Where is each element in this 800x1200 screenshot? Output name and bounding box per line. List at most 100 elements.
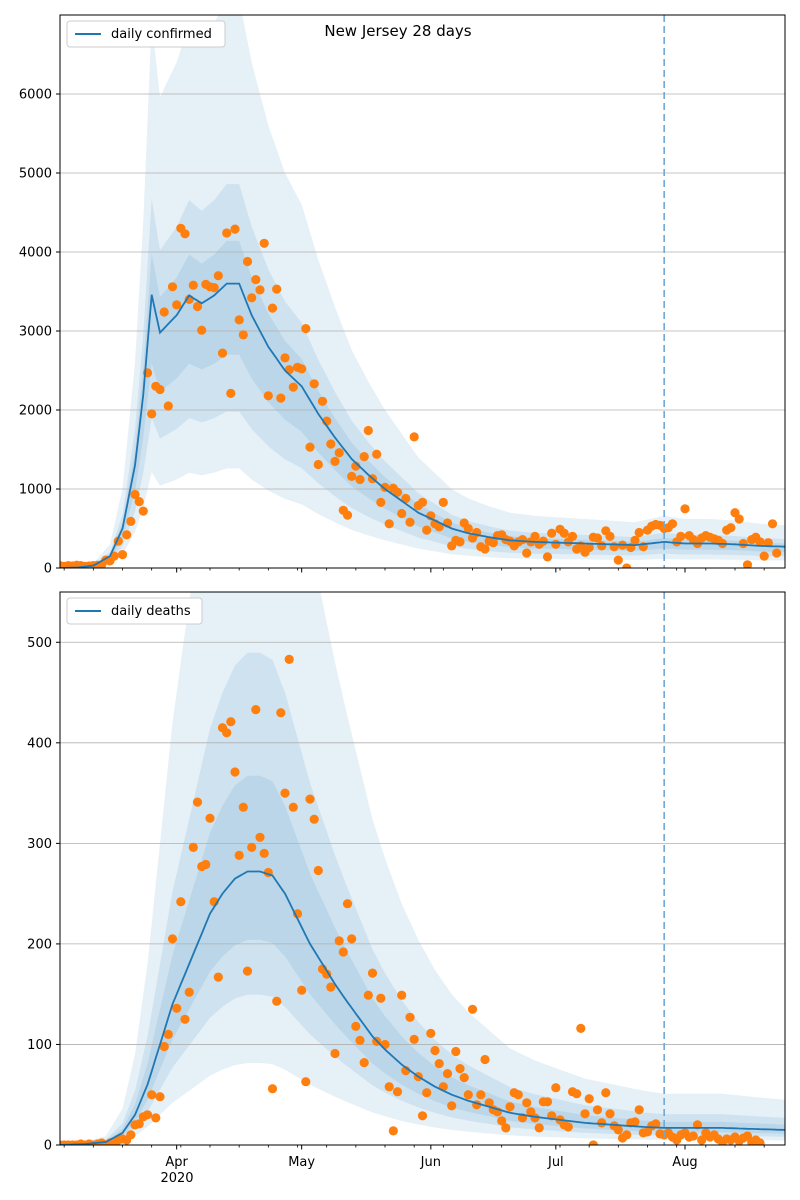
observed-point xyxy=(284,365,294,375)
y-tick-label: 300 xyxy=(27,837,52,852)
observed-point xyxy=(547,528,557,538)
y-axis: 0 1000 2000 3000 4000 5000 6000 xyxy=(19,88,60,577)
observed-point xyxy=(405,1012,415,1022)
observed-point xyxy=(251,705,261,715)
observed-point xyxy=(255,285,265,295)
observed-point xyxy=(755,537,765,547)
observed-point xyxy=(459,1073,469,1083)
x-tick-label: Apr xyxy=(165,1155,188,1170)
observed-point xyxy=(480,544,490,554)
x-axis xyxy=(63,568,765,573)
observed-point xyxy=(767,519,778,529)
observed-point xyxy=(288,802,298,812)
observed-point xyxy=(380,1039,390,1050)
y-tick-label: 2000 xyxy=(19,404,52,419)
observed-point xyxy=(488,538,498,548)
observed-point xyxy=(392,487,403,497)
observed-point xyxy=(534,1123,544,1133)
observed-point xyxy=(126,516,136,527)
observed-point xyxy=(667,519,678,529)
observed-point xyxy=(363,990,373,1000)
observed-point xyxy=(455,1064,465,1074)
observed-point xyxy=(430,1045,440,1056)
band-layer xyxy=(60,592,785,1145)
observed-point xyxy=(272,284,282,294)
observed-point xyxy=(255,832,265,842)
observed-point xyxy=(455,537,465,547)
observed-point xyxy=(397,990,407,1000)
observed-point xyxy=(163,401,173,411)
observed-point xyxy=(259,848,269,859)
observed-point xyxy=(438,497,448,507)
y-tick-label: 3000 xyxy=(19,325,52,340)
observed-point xyxy=(630,1117,640,1127)
observed-point xyxy=(451,1046,461,1057)
band-layer xyxy=(60,15,785,568)
observed-point xyxy=(280,353,290,363)
observed-point xyxy=(605,1109,615,1119)
observed-point xyxy=(613,1125,623,1135)
observed-point xyxy=(159,307,169,317)
observed-point xyxy=(155,384,165,395)
x-tick-label: Jun xyxy=(420,1155,441,1170)
observed-point xyxy=(330,456,340,466)
observed-point xyxy=(117,550,128,560)
observed-point xyxy=(522,1098,532,1108)
observed-point xyxy=(388,1126,398,1136)
chart-title: New Jersey 28 days xyxy=(324,22,471,40)
observed-point xyxy=(284,654,294,665)
observed-point xyxy=(772,548,782,558)
observed-point xyxy=(267,1084,278,1094)
observed-point xyxy=(559,528,569,538)
legend-box xyxy=(66,20,226,48)
model-line xyxy=(60,870,785,1145)
observed-point xyxy=(172,1003,182,1013)
observed-point xyxy=(355,1035,365,1045)
observed-point xyxy=(447,1101,457,1111)
observed-point xyxy=(188,280,198,290)
observed-point xyxy=(505,1102,515,1112)
x-tick-label: Jul xyxy=(547,1155,564,1170)
observed-point xyxy=(597,1118,607,1128)
y-tick-label: 0 xyxy=(44,562,52,577)
y-tick-label: 6000 xyxy=(19,88,52,103)
observed-point xyxy=(192,797,203,807)
observed-point xyxy=(247,293,257,303)
x-axis-year-label: 2020 xyxy=(160,1171,193,1186)
observed-point xyxy=(184,987,194,997)
observed-point xyxy=(272,996,282,1006)
observed-point xyxy=(338,947,348,957)
observed-point xyxy=(584,1094,594,1104)
observed-point xyxy=(572,1089,582,1099)
observed-point xyxy=(197,325,207,335)
observed-point xyxy=(576,1023,586,1033)
uncertainty-band-2 xyxy=(60,184,785,568)
observed-point xyxy=(167,934,178,944)
observed-point xyxy=(605,531,615,542)
observed-point xyxy=(188,842,198,853)
y-tick-label: 500 xyxy=(27,636,52,651)
observed-point xyxy=(159,1041,169,1052)
observed-point xyxy=(351,461,361,471)
observed-point xyxy=(434,1059,444,1069)
observed-point xyxy=(763,538,773,548)
observed-point xyxy=(226,717,236,727)
observed-point xyxy=(297,364,307,374)
observed-point xyxy=(376,993,386,1003)
observed-point xyxy=(622,1130,632,1140)
observed-point xyxy=(167,282,178,292)
x-axis: Apr May Jun Jul Aug xyxy=(63,1145,765,1170)
observed-point xyxy=(147,1090,157,1100)
observed-point xyxy=(309,814,319,824)
observed-point xyxy=(584,542,594,553)
observed-point xyxy=(580,1109,590,1119)
observed-point xyxy=(305,794,315,804)
observed-point xyxy=(542,552,553,562)
observed-point xyxy=(634,527,644,538)
observed-point xyxy=(363,425,373,436)
observed-point xyxy=(513,1090,523,1100)
observed-point xyxy=(213,972,223,982)
observed-point xyxy=(347,934,357,944)
observed-point xyxy=(409,1034,419,1044)
observed-point xyxy=(530,531,540,542)
